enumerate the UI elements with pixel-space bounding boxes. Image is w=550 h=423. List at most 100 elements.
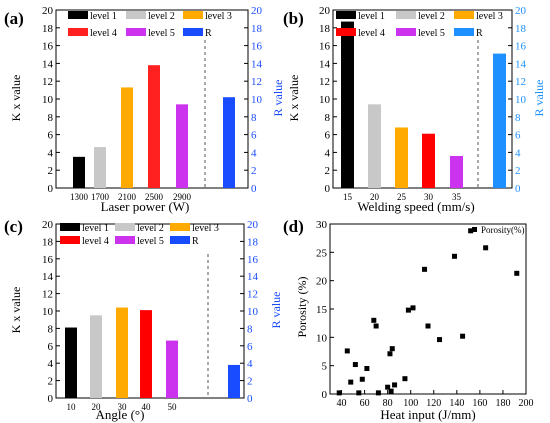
bar-2900	[176, 104, 188, 188]
legend-swatch	[115, 236, 135, 244]
x-tick-label: 1700	[91, 192, 110, 202]
bar-2500	[148, 65, 160, 188]
y-right-tick-label: 20	[251, 5, 263, 17]
legend-swatch	[336, 11, 356, 19]
y-tick-label: 0	[325, 183, 331, 195]
panel-porosity: (d) Porosity (%) Heat input (J/mm) 0 5 10 1…	[283, 217, 534, 422]
y-tick-label: 12	[42, 289, 53, 301]
y-right-tick-label: 16	[251, 41, 263, 53]
legend-swatch	[126, 28, 146, 36]
panel-label: (b)	[283, 9, 304, 28]
legend-swatch	[454, 11, 474, 19]
y-tick-label: 18	[42, 23, 54, 35]
y-tick-label: 16	[42, 254, 54, 266]
y-tick-label: 6	[48, 130, 54, 142]
scatter-point	[514, 270, 520, 276]
bar-35	[450, 155, 463, 188]
legend-swatch	[396, 28, 416, 36]
y-right-tick-label: 10	[515, 94, 527, 106]
y-tick-label: 12	[42, 76, 53, 88]
y-tick-label: 14	[319, 58, 331, 70]
y-tick-label: 4	[48, 358, 54, 370]
y-tick-label: 18	[319, 23, 331, 35]
y-tick-label: 8	[48, 112, 54, 124]
y-tick-label: 20	[319, 5, 331, 17]
y-right-tick-label: 10	[251, 94, 263, 106]
x-tick-label: 2500	[145, 192, 164, 202]
scatter-point	[389, 346, 395, 352]
bar-30	[422, 133, 435, 188]
legend-swatch	[396, 11, 416, 19]
y-right-tick-label: 0	[251, 183, 257, 195]
scatter-point	[402, 376, 408, 382]
x-tick-label: 2100	[118, 192, 137, 202]
y-right-tick-label: 8	[515, 112, 521, 124]
panel-label: (d)	[283, 217, 304, 236]
y-tick-label: 30	[316, 219, 328, 231]
x-tick-label: 40	[337, 398, 347, 409]
y-tick-label: 6	[48, 341, 54, 353]
plot-frame	[329, 223, 527, 395]
legend-label: level 3	[476, 11, 503, 22]
bar-40	[140, 310, 152, 398]
y-tick-label: 2	[48, 376, 54, 388]
scatter-point	[388, 388, 394, 394]
x-tick-label: 100	[403, 398, 418, 409]
x-tick-label: 30	[118, 402, 128, 412]
scatter-point	[483, 245, 489, 251]
bar-r-value	[223, 97, 235, 188]
x-tick-label: 10	[67, 402, 77, 412]
y-right-tick-label: 0	[515, 183, 521, 195]
y-right-tick-label: 14	[515, 58, 527, 70]
y-tick-label: 0	[48, 393, 54, 405]
y-axis-label: K x value	[9, 287, 23, 334]
scatter-point	[422, 266, 428, 272]
x-tick-label: 40	[142, 402, 152, 412]
y-tick-label: 4	[48, 147, 54, 159]
bar-10	[65, 327, 77, 398]
x-axis-label: Heat input (J/mm)	[380, 407, 475, 422]
x-tick-label: 60	[360, 398, 370, 409]
legend-label: Porosity(%)	[481, 225, 525, 235]
panel-angle: (c) K x value R value Angle (°) 0 0 2 2 4 4 6 6…	[4, 217, 283, 422]
x-tick-label: 140	[449, 398, 464, 409]
scatter-point	[356, 390, 362, 396]
x-tick-label: 20	[92, 402, 102, 412]
x-tick-label: 35	[452, 192, 462, 202]
bar-50	[166, 340, 178, 398]
y-tick-label: 10	[42, 94, 54, 106]
scatter-point	[392, 382, 398, 388]
legend-label: level 2	[148, 11, 175, 22]
bar-30	[116, 307, 128, 398]
y-right-tick-label: 8	[251, 112, 257, 124]
legend-label: level 5	[418, 28, 445, 39]
legend-label: level 2	[418, 11, 445, 22]
x-tick-label: 1300	[70, 192, 89, 202]
y-right-tick-label: 20	[247, 219, 259, 231]
y-tick-label: 20	[42, 219, 54, 231]
scatter-point	[405, 307, 411, 313]
x-axis-label: Welding speed (mm/s)	[357, 199, 474, 214]
y-right-tick-label: 18	[515, 23, 527, 35]
y-tick-label: 5	[322, 361, 328, 373]
bar-1300	[73, 156, 85, 188]
y-right-tick-label: 6	[247, 341, 253, 353]
legend-label: level 2	[137, 223, 164, 234]
scatter-point	[387, 351, 393, 357]
legend-label: level 1	[82, 223, 109, 234]
y-tick-label: 25	[316, 247, 328, 259]
scatter-point	[364, 366, 370, 371]
x-tick-label: 2900	[173, 192, 192, 202]
legend-swatch	[115, 223, 135, 231]
bar-1700	[94, 147, 106, 188]
legend-label: R	[192, 236, 199, 247]
scatter-point	[348, 379, 354, 385]
bar-20	[368, 104, 381, 188]
scatter-point	[468, 228, 474, 234]
y-tick-label: 2	[48, 165, 54, 177]
y-right-tick-label: 2	[251, 165, 257, 177]
legend-label: level 1	[358, 11, 385, 22]
y-tick-label: 20	[42, 5, 54, 17]
bar-25	[395, 127, 408, 188]
legend-label: level 4	[82, 236, 109, 247]
